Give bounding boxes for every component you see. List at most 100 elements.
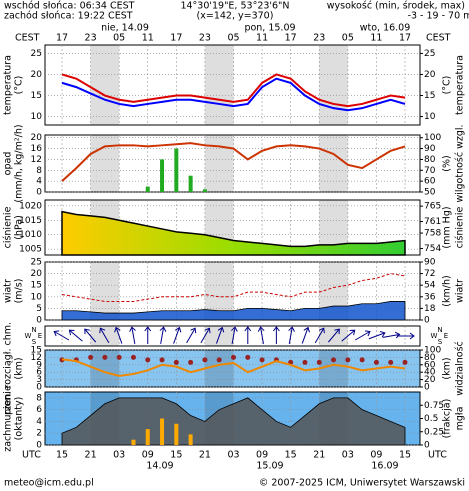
wind-arrow	[257, 326, 265, 344]
y2-tick-label: 0	[424, 441, 430, 451]
y-tick-label: 20	[31, 133, 43, 143]
bar	[160, 418, 165, 445]
grid-point: (x=142, y=370)	[197, 11, 274, 22]
right-axis-label: wiatr	[455, 279, 466, 303]
wind-arrow	[244, 326, 252, 344]
wind-arrow	[53, 330, 70, 341]
bottom-hour: 21	[313, 450, 325, 461]
panel-bg	[44, 44, 421, 126]
footer-copyright: © 2007-2025 ICM, Uniwersytet Warszawski	[259, 478, 465, 489]
night-band	[90, 262, 120, 320]
footer-email: meteo@icm.edu.pl	[4, 478, 94, 489]
arrow-head	[190, 327, 197, 334]
y2-tick-label: 20	[424, 375, 436, 385]
left-axis-label: temperatura	[3, 55, 14, 115]
wind-arrow	[328, 328, 340, 343]
bar	[174, 423, 179, 445]
y2-tick-label: 0.25	[424, 427, 444, 437]
wind-arrow	[173, 326, 182, 344]
y-tick-label: 0	[36, 188, 42, 198]
coords: 14°30'19"E, 53°23'6"N	[180, 1, 289, 12]
series-line	[61, 77, 406, 112]
compass-letter: E	[38, 332, 42, 340]
left-axis-label: ciśnienie	[3, 206, 14, 248]
y-tick-label: 1010	[19, 230, 42, 240]
y-tick-label: 4	[36, 177, 42, 187]
series-area	[61, 397, 406, 446]
left-axis-label: wiatr	[3, 279, 14, 303]
arrow-head	[114, 326, 121, 333]
top-hour: 05	[342, 33, 354, 44]
y2-tick-label: 72	[424, 269, 435, 279]
arrow-shaft	[260, 328, 264, 344]
dot	[245, 354, 251, 360]
arrow-shaft	[200, 328, 210, 344]
height-title: wysokość (min, środek, max)	[327, 1, 465, 12]
y-tick-label: 3	[36, 375, 42, 385]
dot	[373, 359, 379, 365]
wind-arrow	[341, 329, 356, 342]
arrow-head	[349, 329, 356, 336]
left-axis-unit: (°C)	[14, 76, 25, 95]
y2-tick-label: 15	[424, 91, 435, 101]
y2-tick-label: 765	[424, 202, 441, 212]
y2-tick-label: 90	[424, 258, 436, 268]
right-axis-unit: (°C)	[442, 76, 453, 95]
y-tick-label: 5	[36, 304, 42, 314]
wind-arrow	[200, 327, 211, 344]
bottom-hour: 21	[85, 450, 97, 461]
wind-arrow	[301, 326, 310, 344]
series-line	[61, 142, 406, 182]
arrow-head	[129, 326, 136, 332]
night-band	[90, 45, 120, 125]
bottom-zone: UTC	[428, 450, 447, 461]
bar	[145, 429, 150, 445]
top-hour: 17	[399, 33, 411, 44]
bar	[202, 189, 207, 192]
night-band	[204, 135, 234, 192]
left-axis-unit: (oktanty)	[14, 397, 25, 441]
dot	[331, 357, 337, 363]
arrow-shaft	[186, 328, 196, 344]
arrow-head	[409, 332, 415, 340]
arrow-head	[303, 326, 310, 333]
left-axis-label: zachmurzenie	[3, 385, 14, 452]
right-axis-label: wilgotność wzgl.	[455, 124, 466, 202]
y-tick-label: 25	[31, 258, 42, 268]
dot	[231, 354, 236, 360]
arrow-shaft	[354, 331, 370, 341]
arrow-shaft	[216, 328, 223, 344]
night-band	[204, 350, 234, 387]
series-line	[61, 73, 406, 108]
compass-letter: S	[438, 338, 443, 346]
arrow-head	[217, 326, 225, 333]
y-tick-label: 1005	[19, 245, 42, 255]
top-hour: 23	[313, 33, 325, 44]
arrow-head	[53, 330, 60, 337]
arrow-head	[204, 327, 211, 334]
arrow-shaft	[131, 328, 136, 344]
bar	[174, 148, 179, 192]
top-hour: 17	[56, 33, 68, 44]
y-tick-label: 6	[36, 368, 42, 378]
wind-arrow	[314, 327, 325, 344]
top-hour: 17	[170, 33, 182, 44]
wind-arrow	[68, 329, 83, 342]
sunset: zachód słońca: 19:22 CEST	[4, 11, 133, 22]
compass-letter: W	[25, 332, 32, 340]
arrow-shaft	[100, 328, 110, 344]
y-tick-label: 12	[31, 155, 42, 165]
top-hour: 23	[199, 33, 211, 44]
top-date: pon, 15.09	[244, 23, 295, 34]
y-tick-label: 9	[36, 360, 42, 370]
y2-tick-label: 20	[424, 70, 436, 80]
wind-arrow	[368, 330, 386, 340]
bar	[145, 186, 150, 192]
dot	[116, 354, 122, 360]
arrow-shaft	[368, 332, 385, 340]
bottom-hour: 15	[285, 450, 297, 461]
y2-tick-label: 0.75	[424, 401, 444, 411]
wind-arrow	[84, 328, 97, 343]
arrow-shaft	[341, 330, 355, 342]
panel-bg	[44, 325, 421, 347]
